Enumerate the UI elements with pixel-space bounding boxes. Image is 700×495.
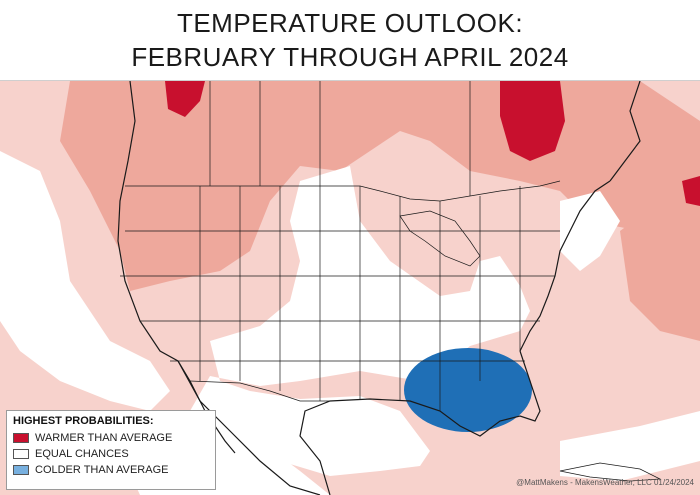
coastline-outlines: [117, 81, 641, 495]
legend-label-colder: COLDER THAN AVERAGE: [35, 464, 169, 476]
map-credit: @MattMakens - MakensWeather, LLC 01/24/2…: [516, 478, 694, 487]
warm-strong-atlantic: [682, 176, 700, 206]
equal-chances-atlantic: [560, 191, 620, 271]
us-mexico-border: [189, 380, 330, 402]
great-lakes: [399, 210, 481, 267]
atlantic-coastline: [519, 180, 611, 352]
legend-item-equal: EQUAL CHANCES: [13, 446, 209, 462]
state-borders: [120, 81, 662, 482]
legend-label-equal: EQUAL CHANCES: [35, 448, 129, 460]
legend-item-warmer: WARMER THAN AVERAGE: [13, 430, 209, 446]
legend-heading: HIGHEST PROBABILITIES:: [13, 415, 154, 427]
equal-chances-pacific: [0, 151, 170, 411]
warm-strong-bc: [165, 81, 205, 117]
warm-medium-atlantic: [620, 171, 700, 341]
map-title-line-1: TEMPERATURE OUTLOOK:: [176, 8, 524, 38]
legend-swatch-colder: [13, 465, 29, 475]
canada-atlantic-coast: [609, 81, 641, 182]
title-band: TEMPERATURE OUTLOOK: FEBRUARY THROUGH AP…: [0, 0, 700, 81]
gulf-coastline: [299, 350, 541, 495]
warm-strong-quebec: [500, 81, 565, 161]
map-legend: HIGHEST PROBABILITIES: WARMER THAN AVERA…: [6, 410, 216, 490]
legend-item-colder: COLDER THAN AVERAGE: [13, 462, 209, 478]
cold-gulf-coast: [404, 348, 532, 432]
equal-chances-caribbean: [560, 411, 700, 481]
cuba-outline: [559, 462, 662, 482]
legend-label-warmer: WARMER THAN AVERAGE: [35, 432, 173, 444]
pacific-coastline: [117, 81, 191, 382]
map-title-line-2: FEBRUARY THROUGH APRIL 2024: [131, 42, 569, 72]
legend-swatch-equal: [13, 449, 29, 459]
legend-swatch-warmer: [13, 433, 29, 443]
